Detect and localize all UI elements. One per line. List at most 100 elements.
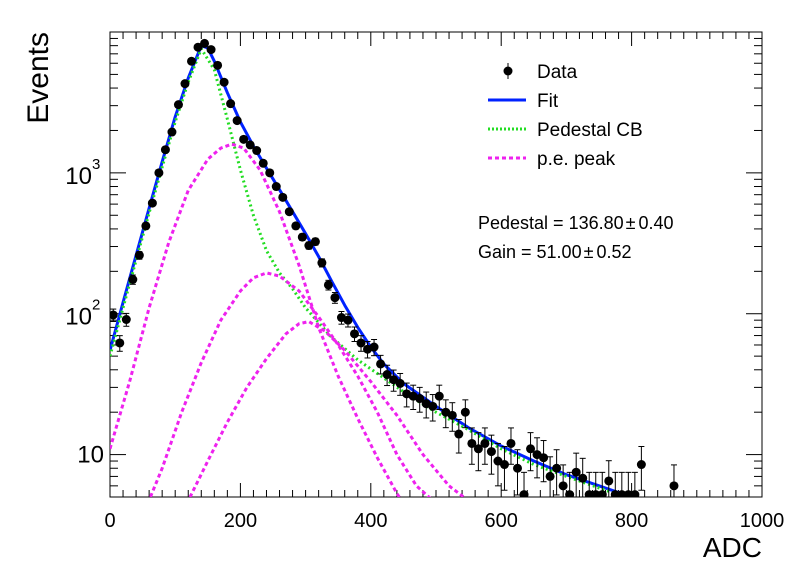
data-point bbox=[480, 438, 490, 448]
data-point bbox=[134, 250, 144, 260]
data-point bbox=[604, 476, 614, 486]
fit-result-line: Gain = 51.00 ±0.52 bbox=[478, 242, 632, 262]
data-point bbox=[173, 100, 183, 110]
data-point bbox=[552, 463, 562, 473]
axis-ticks bbox=[109, 31, 763, 498]
legend-marker-data bbox=[503, 66, 513, 76]
y-tick-exponent: 3 bbox=[92, 156, 100, 173]
y-tick-exponent: 2 bbox=[92, 297, 100, 314]
legend-label-fit: Fit bbox=[537, 91, 559, 112]
data-point bbox=[323, 280, 333, 290]
data-point bbox=[350, 329, 359, 339]
data-point bbox=[506, 438, 516, 448]
data-point bbox=[473, 444, 483, 454]
data-point bbox=[219, 77, 229, 87]
data-point bbox=[141, 221, 151, 231]
data-point bbox=[213, 60, 223, 70]
data-point bbox=[571, 467, 581, 477]
data-point bbox=[147, 198, 157, 208]
data-point bbox=[356, 338, 366, 348]
data-point bbox=[110, 310, 118, 320]
data-point bbox=[513, 463, 522, 473]
data-point bbox=[206, 45, 216, 55]
data-point bbox=[447, 410, 457, 420]
fit-result-pm: ± bbox=[626, 213, 636, 233]
data-point bbox=[526, 444, 536, 454]
fit-result-error: 0.52 bbox=[596, 242, 631, 262]
data-point bbox=[180, 79, 190, 89]
data-point bbox=[297, 232, 307, 242]
data-point bbox=[578, 473, 588, 483]
data-point bbox=[121, 314, 131, 324]
data-point bbox=[434, 391, 444, 401]
fit-result-value: Pedestal = 136.80 bbox=[478, 213, 624, 233]
data-point bbox=[597, 490, 607, 497]
p-e-peak-1-curve bbox=[110, 142, 402, 497]
data-point bbox=[460, 407, 470, 417]
data-point bbox=[369, 342, 379, 352]
x-tick-label: 600 bbox=[485, 510, 518, 532]
fit-result-line: Pedestal = 136.80 ±0.40 bbox=[478, 213, 674, 233]
data-point bbox=[239, 134, 249, 144]
pedestal-cb-curve bbox=[110, 47, 626, 497]
data-point bbox=[499, 460, 509, 470]
data-point bbox=[284, 207, 294, 217]
data-point bbox=[486, 447, 496, 457]
data-point bbox=[245, 140, 255, 150]
data-point bbox=[193, 42, 203, 52]
data-point bbox=[258, 158, 268, 168]
data-point bbox=[154, 168, 164, 178]
curves-layer bbox=[110, 44, 633, 497]
y-tick-label: 10 bbox=[77, 442, 104, 469]
data-point bbox=[167, 127, 177, 137]
data-point bbox=[310, 237, 320, 247]
data-point bbox=[395, 378, 405, 388]
data-point bbox=[330, 293, 340, 303]
data-point bbox=[467, 438, 477, 448]
data-point bbox=[376, 359, 386, 369]
data-point bbox=[115, 338, 125, 348]
data-point bbox=[265, 168, 275, 178]
data-point bbox=[317, 258, 327, 268]
data-point bbox=[187, 56, 196, 66]
data-point bbox=[636, 460, 646, 470]
fit-result-pm: ± bbox=[584, 242, 594, 262]
x-tick-label: 200 bbox=[224, 510, 257, 532]
data-point bbox=[558, 481, 568, 491]
fit-result-value: Gain = 51.00 bbox=[478, 242, 582, 262]
data-points-layer bbox=[110, 38, 679, 497]
legend-label-p-e-peak: p.e. peak bbox=[537, 149, 616, 170]
y-tick-label: 10 bbox=[65, 304, 92, 331]
x-tick-labels: 0 200 400 600 800 1000 bbox=[104, 510, 784, 532]
data-point bbox=[304, 241, 314, 251]
data-point bbox=[454, 429, 464, 439]
x-tick-label: 400 bbox=[354, 510, 387, 532]
plot-frame bbox=[109, 31, 763, 498]
data-point bbox=[539, 453, 549, 463]
data-point bbox=[200, 38, 210, 48]
data-point bbox=[415, 394, 425, 404]
data-point bbox=[226, 99, 236, 109]
y-axis-label: Events bbox=[22, 32, 55, 124]
data-point bbox=[252, 146, 262, 156]
x-tick-label: 1000 bbox=[740, 510, 785, 532]
data-point bbox=[343, 315, 353, 325]
legend-label-pedestal-cb: Pedestal CB bbox=[537, 120, 643, 141]
data-point bbox=[291, 221, 301, 231]
fit-result-error: 0.40 bbox=[639, 213, 674, 233]
data-point bbox=[278, 192, 288, 202]
data-point bbox=[630, 490, 640, 497]
y-tick-label: 10 bbox=[65, 163, 92, 190]
data-point bbox=[519, 490, 529, 497]
data-point bbox=[545, 471, 555, 481]
data-point bbox=[382, 370, 392, 380]
fit-curve bbox=[110, 44, 633, 497]
legend-label-data: Data bbox=[537, 62, 578, 83]
p-e-peak-3-curve bbox=[188, 320, 467, 497]
data-point bbox=[160, 145, 170, 155]
x-tick-label: 800 bbox=[615, 510, 648, 532]
